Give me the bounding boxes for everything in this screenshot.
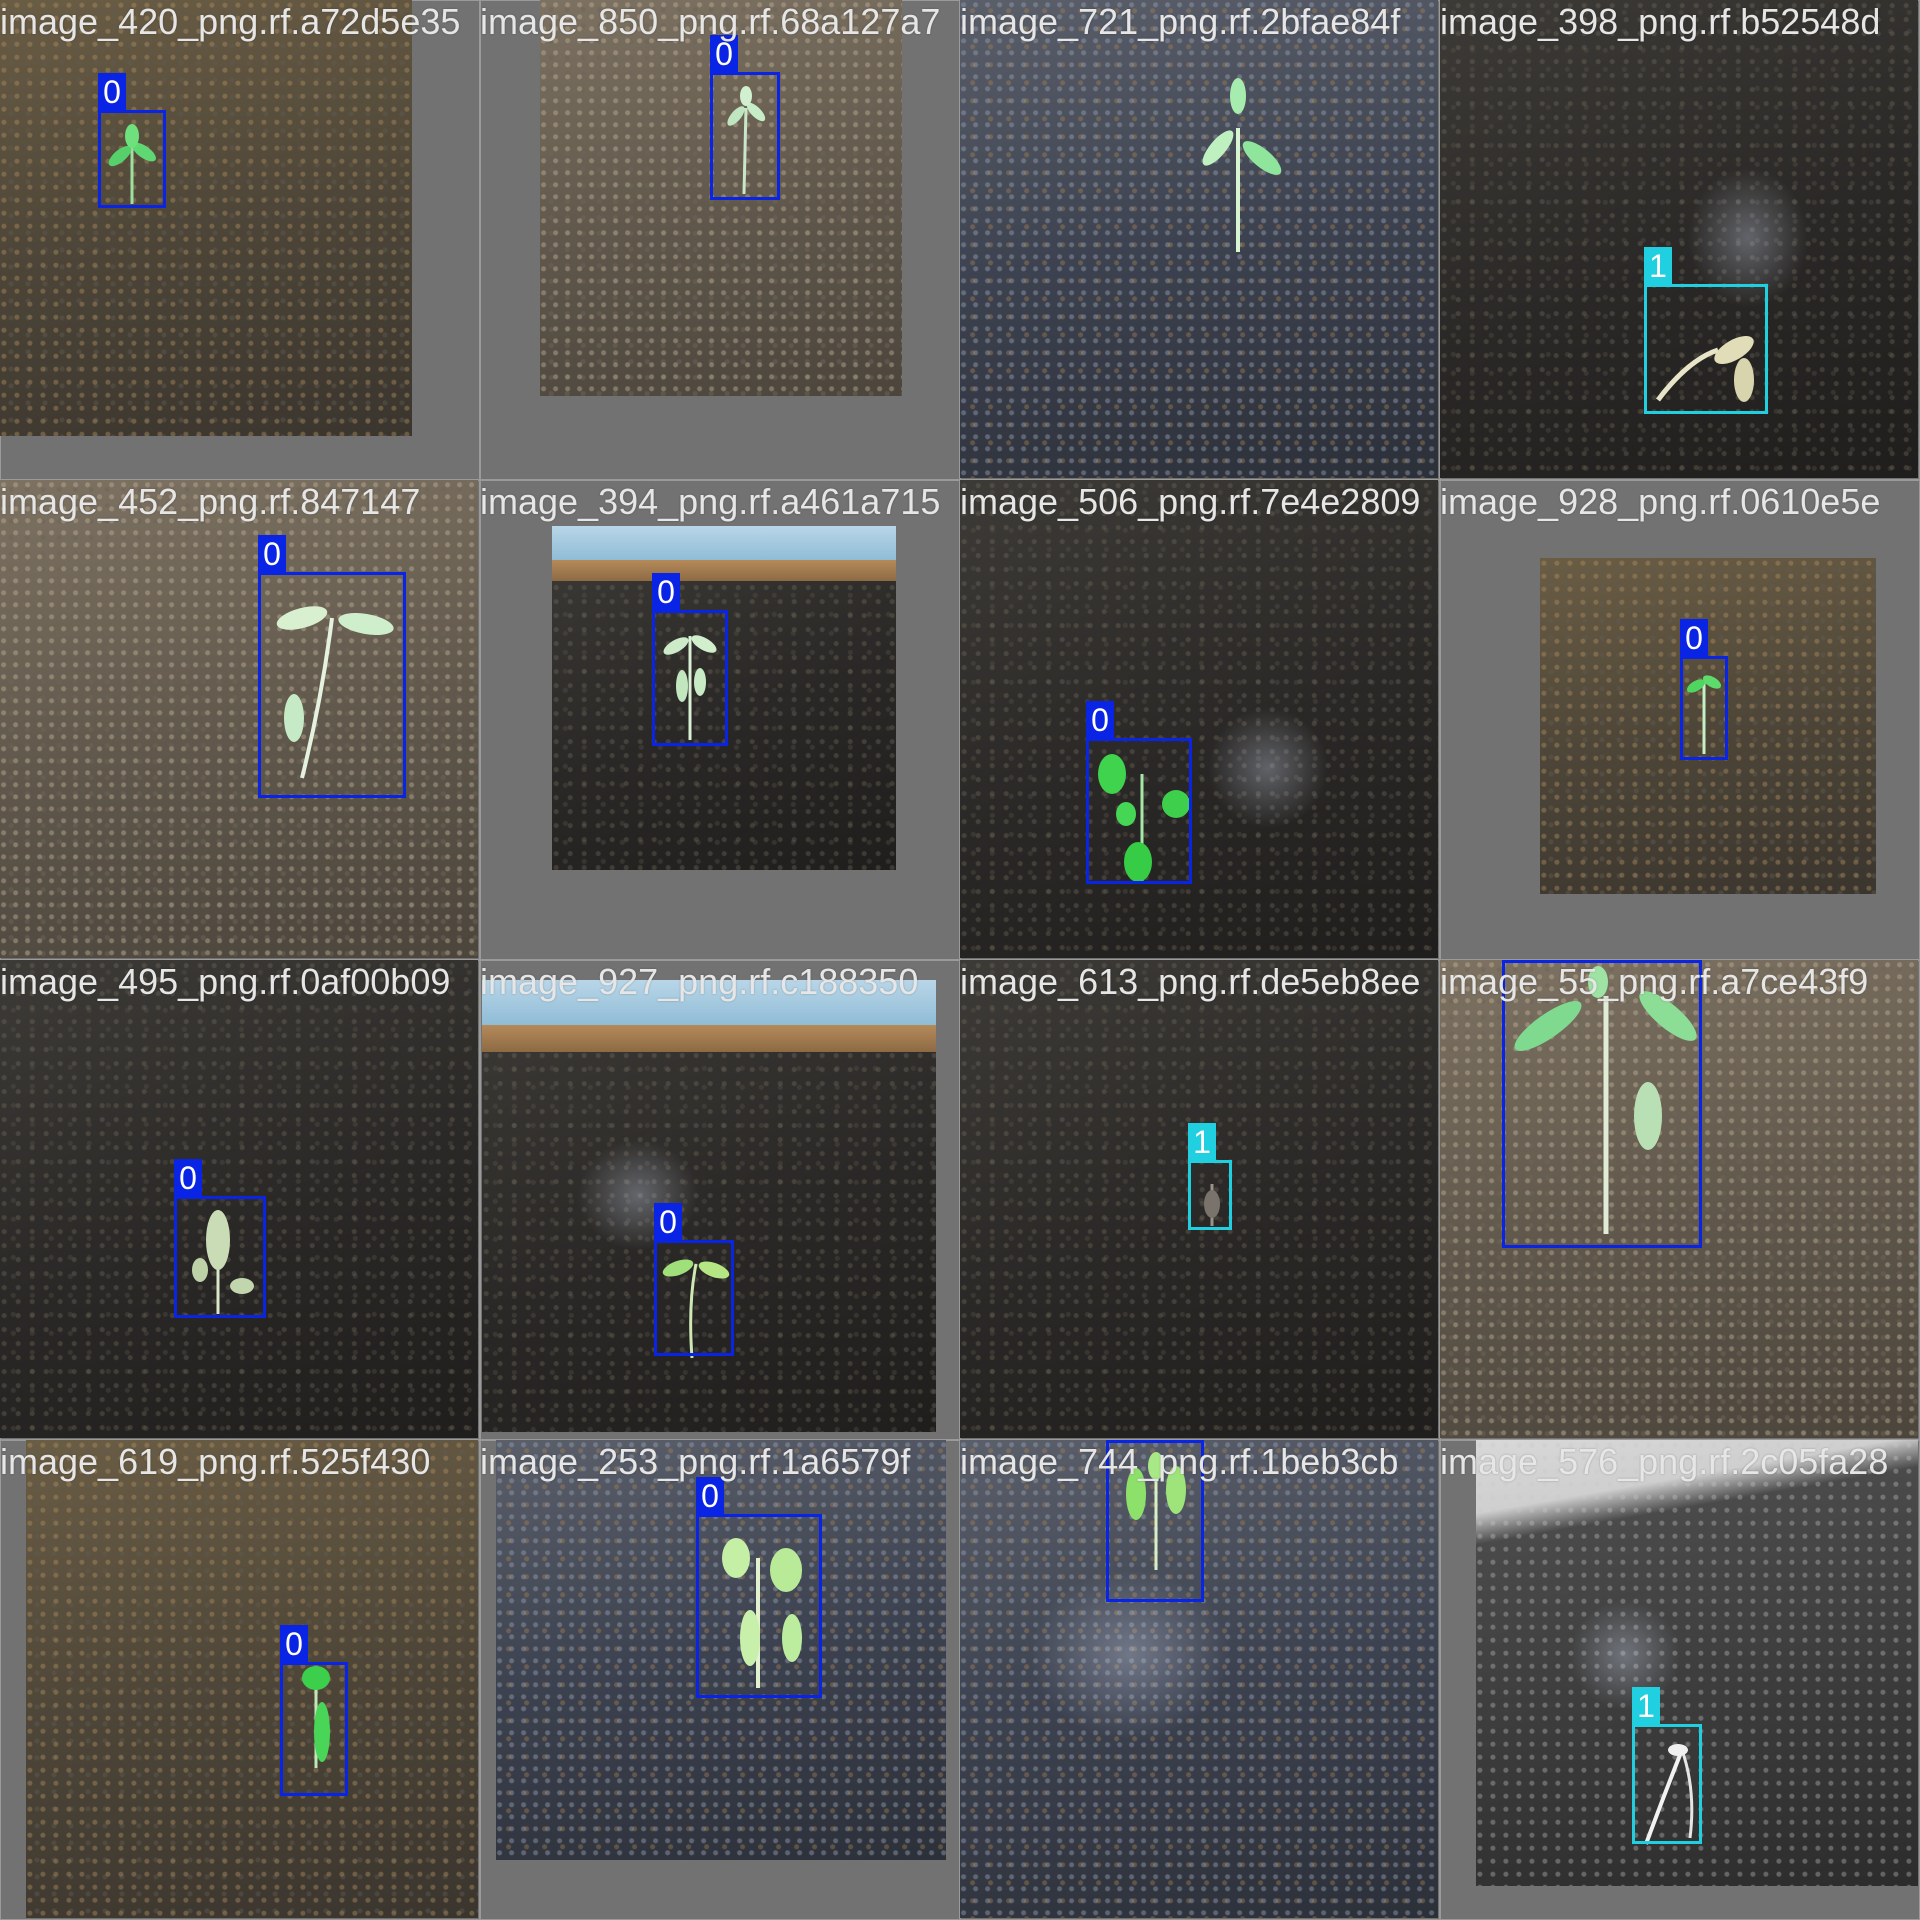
soil-photo [960, 480, 1438, 958]
bounding-box: 0 [1106, 1440, 1204, 1602]
mosaic-tile: 0 image_452_png.rf.847147 [0, 480, 480, 960]
mosaic-tile: 0 image_619_png.rf.525f430 [0, 1440, 480, 1920]
bounding-box: 1 [1644, 284, 1768, 414]
class-label: 0 [258, 535, 286, 573]
mosaic-tile: 0 image_253_png.rf.1a6579f [480, 1440, 960, 1920]
mosaic-tile: 0 image_850_png.rf.68a127a7 [480, 0, 960, 480]
soil-photo [482, 980, 936, 1432]
class-label: 1 [1188, 1123, 1216, 1161]
mosaic-tile: 1 image_576_png.rf.2c05fa28 [1440, 1440, 1920, 1920]
bounding-box: 0 [174, 1196, 266, 1318]
mosaic-tile: 0 image_394_png.rf.a461a715 [480, 480, 960, 960]
class-label: 0 [696, 1477, 724, 1515]
mosaic-tile: 0 image_420_png.rf.a72d5e35 [0, 0, 480, 480]
mosaic-tile: 0 image_495_png.rf.0af00b09 [0, 960, 480, 1440]
bounding-box: 0 [654, 1240, 734, 1356]
mosaic-tile: 1 image_398_png.rf.b52548d [1440, 0, 1920, 480]
bounding-box: 0 [652, 610, 728, 746]
class-label: 0 [280, 1625, 308, 1663]
class-label: 0 [1106, 1440, 1134, 1441]
mosaic-tile: 0 image_928_png.rf.0610e5e [1440, 480, 1920, 960]
bounding-box: 1 [1632, 1724, 1702, 1844]
bounding-box: 0 [258, 572, 406, 798]
class-label: 0 [1502, 960, 1530, 961]
class-label: 0 [710, 35, 738, 73]
bounding-box: 0 [1502, 960, 1702, 1248]
bounding-box: 0 [1680, 656, 1728, 760]
class-label: 0 [174, 1159, 202, 1197]
light-haze [1570, 1600, 1680, 1710]
light-haze [1208, 708, 1328, 828]
class-label: 0 [98, 73, 126, 111]
bounding-box: 0 [696, 1514, 822, 1698]
mosaic-tile: 0 image_744_png.rf.1beb3cb [960, 1440, 1440, 1920]
mosaic-tile: 0 image_506_png.rf.7e4e2809 [960, 480, 1440, 960]
image-filename: image_394_png.rf.a461a715 [480, 482, 940, 522]
bounding-box: 0 [1086, 738, 1192, 884]
image-filename: image_928_png.rf.0610e5e [1440, 482, 1880, 522]
soil-photo [960, 0, 1438, 478]
class-label: 0 [1680, 619, 1708, 657]
soil-photo [0, 0, 412, 436]
mosaic-tile: 0 image_927_png.rf.c188350 [480, 960, 960, 1440]
class-label: 0 [1086, 701, 1114, 739]
mosaic-tile: image_721_png.rf.2bfae84f [960, 0, 1440, 480]
mosaic-tile: 1 image_613_png.rf.de5eb8ee [960, 960, 1440, 1440]
bounding-box: 0 [710, 72, 780, 200]
mosaic-tile: 0 image_55_png.rf.a7ce43f9 [1440, 960, 1920, 1440]
bounding-box: 0 [280, 1662, 348, 1796]
soil-photo [0, 480, 478, 958]
class-label: 0 [652, 573, 680, 611]
class-label: 1 [1632, 1687, 1660, 1725]
bounding-box: 1 [1188, 1160, 1232, 1230]
class-label: 0 [654, 1203, 682, 1241]
bounding-box: 0 [98, 110, 166, 208]
class-label: 1 [1644, 247, 1672, 285]
soil-photo [26, 1440, 478, 1918]
